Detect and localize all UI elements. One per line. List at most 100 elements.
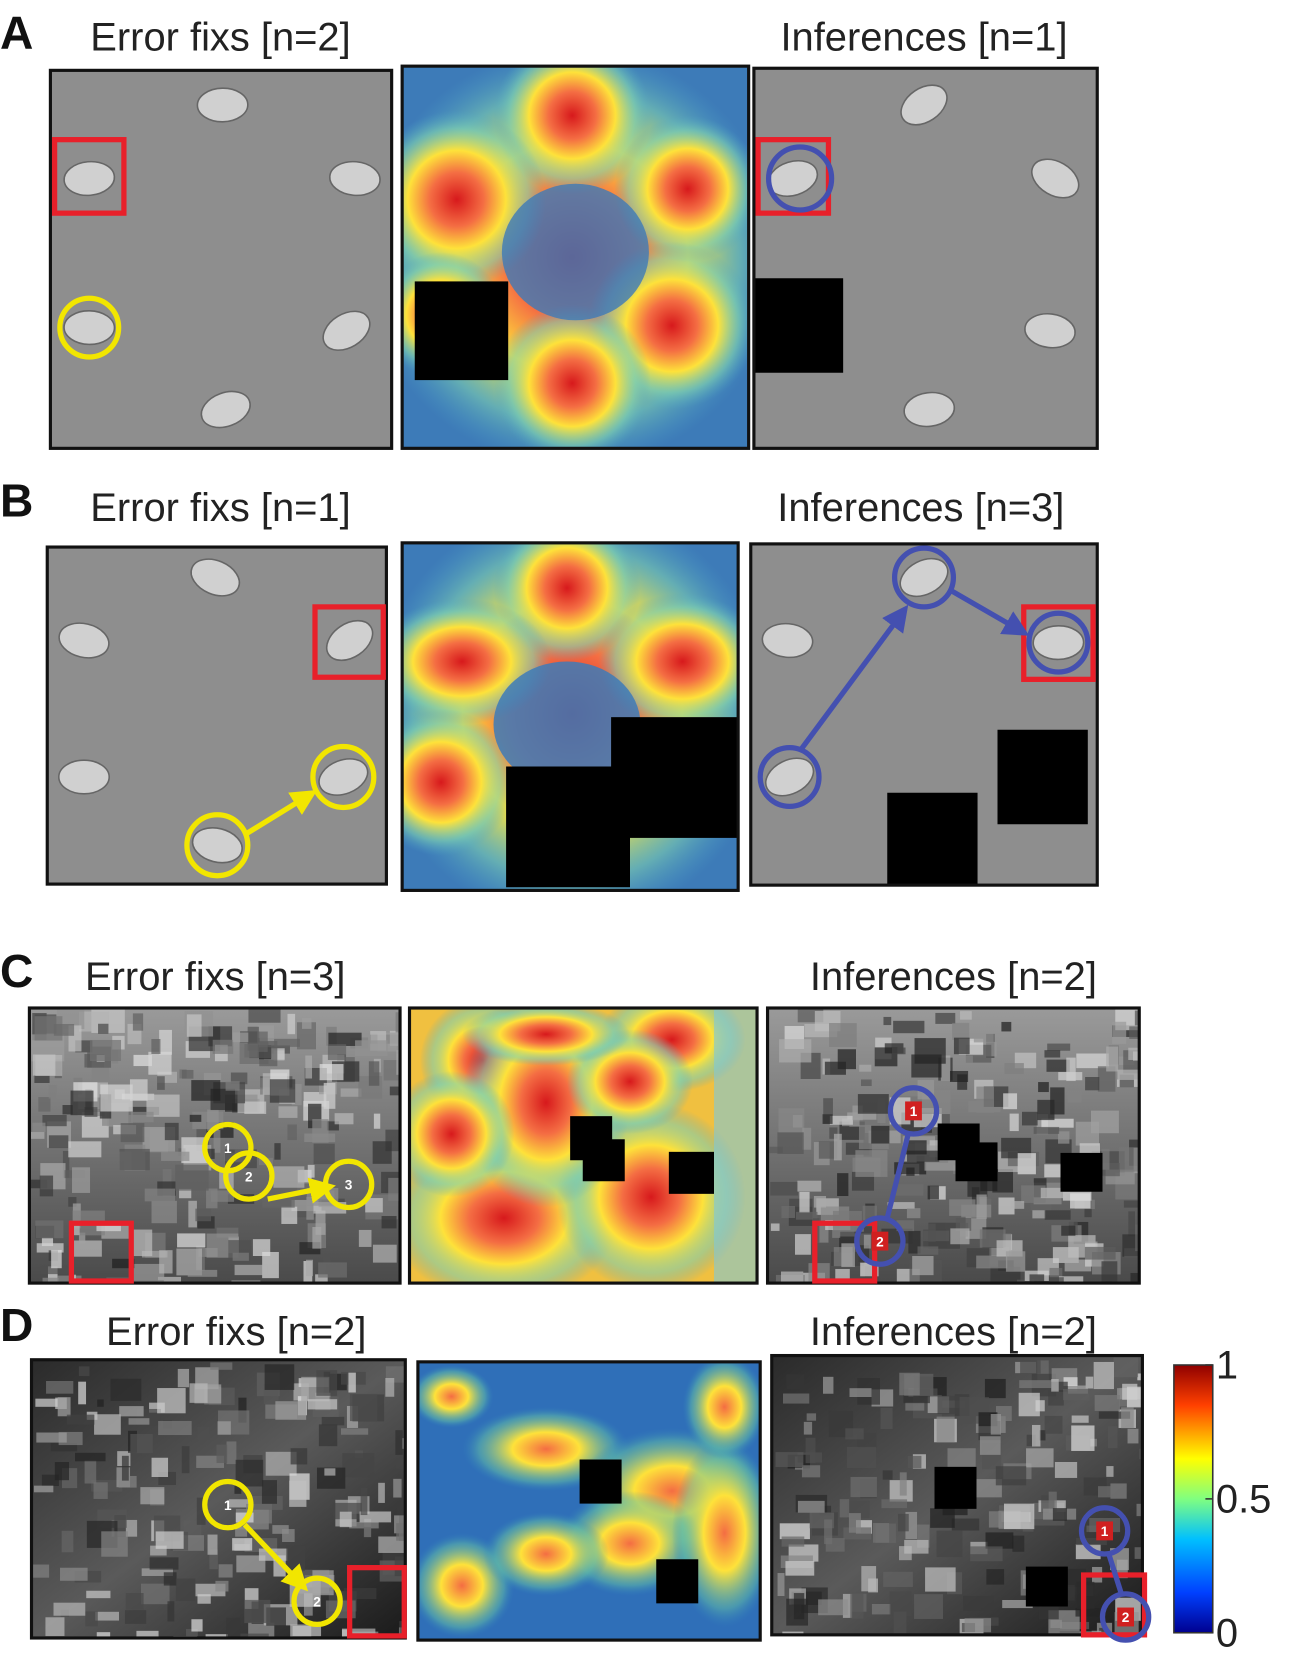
panel-content xyxy=(29,1008,401,1284)
texture xyxy=(1044,1415,1063,1434)
texture xyxy=(777,1573,785,1597)
texture xyxy=(207,1109,219,1131)
texture xyxy=(782,1631,804,1635)
texture xyxy=(32,1054,56,1076)
texture xyxy=(837,1173,849,1197)
texture xyxy=(68,1197,77,1207)
texture xyxy=(228,1499,249,1508)
panel-letter: A xyxy=(0,6,33,58)
texture xyxy=(232,1032,249,1043)
object xyxy=(196,87,249,123)
texture xyxy=(986,1569,1005,1585)
texture xyxy=(188,1200,197,1228)
texture xyxy=(343,1588,377,1600)
texture xyxy=(1123,1200,1140,1208)
texture xyxy=(799,1191,810,1213)
panel-bg xyxy=(753,68,1098,449)
texture xyxy=(769,1146,783,1154)
object xyxy=(58,759,110,795)
texture xyxy=(61,1530,74,1553)
occluder xyxy=(506,766,630,888)
texture xyxy=(359,1511,392,1523)
texture xyxy=(197,1594,211,1604)
texture xyxy=(226,1617,241,1638)
texture xyxy=(236,1555,266,1573)
texture xyxy=(914,1038,946,1064)
texture xyxy=(324,1468,336,1476)
texture xyxy=(144,1188,176,1202)
texture xyxy=(130,1229,153,1257)
texture xyxy=(850,1592,864,1619)
object xyxy=(903,391,956,428)
texture xyxy=(290,1448,308,1465)
texture xyxy=(136,1630,159,1638)
texture xyxy=(305,1055,313,1079)
texture xyxy=(1035,1400,1045,1412)
texture xyxy=(53,1602,86,1616)
texture xyxy=(247,1026,259,1051)
texture xyxy=(1085,1077,1100,1091)
texture xyxy=(1122,1234,1140,1257)
object xyxy=(58,622,110,659)
texture xyxy=(48,1084,57,1099)
texture xyxy=(985,1532,1014,1549)
texture xyxy=(1051,1379,1059,1392)
texture xyxy=(234,1485,242,1494)
texture xyxy=(235,1459,264,1487)
texture xyxy=(1130,1272,1140,1284)
texture xyxy=(1022,1111,1038,1126)
texture xyxy=(119,1148,150,1171)
texture xyxy=(252,1239,271,1256)
texture xyxy=(89,1039,122,1062)
texture xyxy=(1021,1185,1046,1203)
texture xyxy=(917,1246,939,1255)
texture xyxy=(32,1122,46,1133)
texture xyxy=(323,1254,331,1265)
colorbar-label: 0.5 xyxy=(1216,1478,1271,1522)
title: Inferences [n=2] xyxy=(810,955,1097,999)
texture xyxy=(955,1217,972,1231)
saccade xyxy=(797,604,909,753)
heat-blob xyxy=(614,115,749,263)
texture xyxy=(1110,1056,1135,1066)
texture xyxy=(274,1143,281,1160)
texture xyxy=(896,1220,915,1232)
texture xyxy=(157,1388,186,1414)
texture xyxy=(1084,1246,1116,1260)
texture xyxy=(1048,1491,1057,1513)
texture xyxy=(1018,1392,1040,1417)
texture xyxy=(189,1114,202,1122)
texture xyxy=(286,1545,305,1571)
title: Inferences [n=2] xyxy=(810,1310,1097,1354)
texture xyxy=(385,1377,395,1397)
texture xyxy=(1026,1434,1036,1447)
object xyxy=(328,160,381,197)
target-box xyxy=(1021,604,1096,682)
texture xyxy=(1101,1261,1118,1283)
texture xyxy=(793,1593,805,1620)
texture xyxy=(965,1055,973,1063)
target-box xyxy=(755,137,832,216)
texture xyxy=(1076,1053,1110,1069)
texture xyxy=(244,1044,258,1058)
texture xyxy=(33,1485,54,1493)
texture xyxy=(1032,1210,1046,1219)
texture xyxy=(148,1051,172,1075)
texture xyxy=(318,1424,338,1447)
panel-border xyxy=(48,68,394,450)
panel-content xyxy=(753,84,1080,428)
texture xyxy=(1054,1461,1078,1478)
texture xyxy=(907,1150,940,1162)
texture xyxy=(1046,1059,1070,1072)
texture xyxy=(68,1141,102,1158)
texture xyxy=(893,1020,925,1034)
texture xyxy=(248,1008,281,1023)
texture xyxy=(130,1279,164,1284)
texture xyxy=(883,1571,913,1587)
texture xyxy=(936,1530,963,1558)
texture xyxy=(1041,1118,1074,1128)
texture xyxy=(970,1546,1003,1562)
texture xyxy=(94,1414,121,1435)
texture xyxy=(854,1226,878,1234)
